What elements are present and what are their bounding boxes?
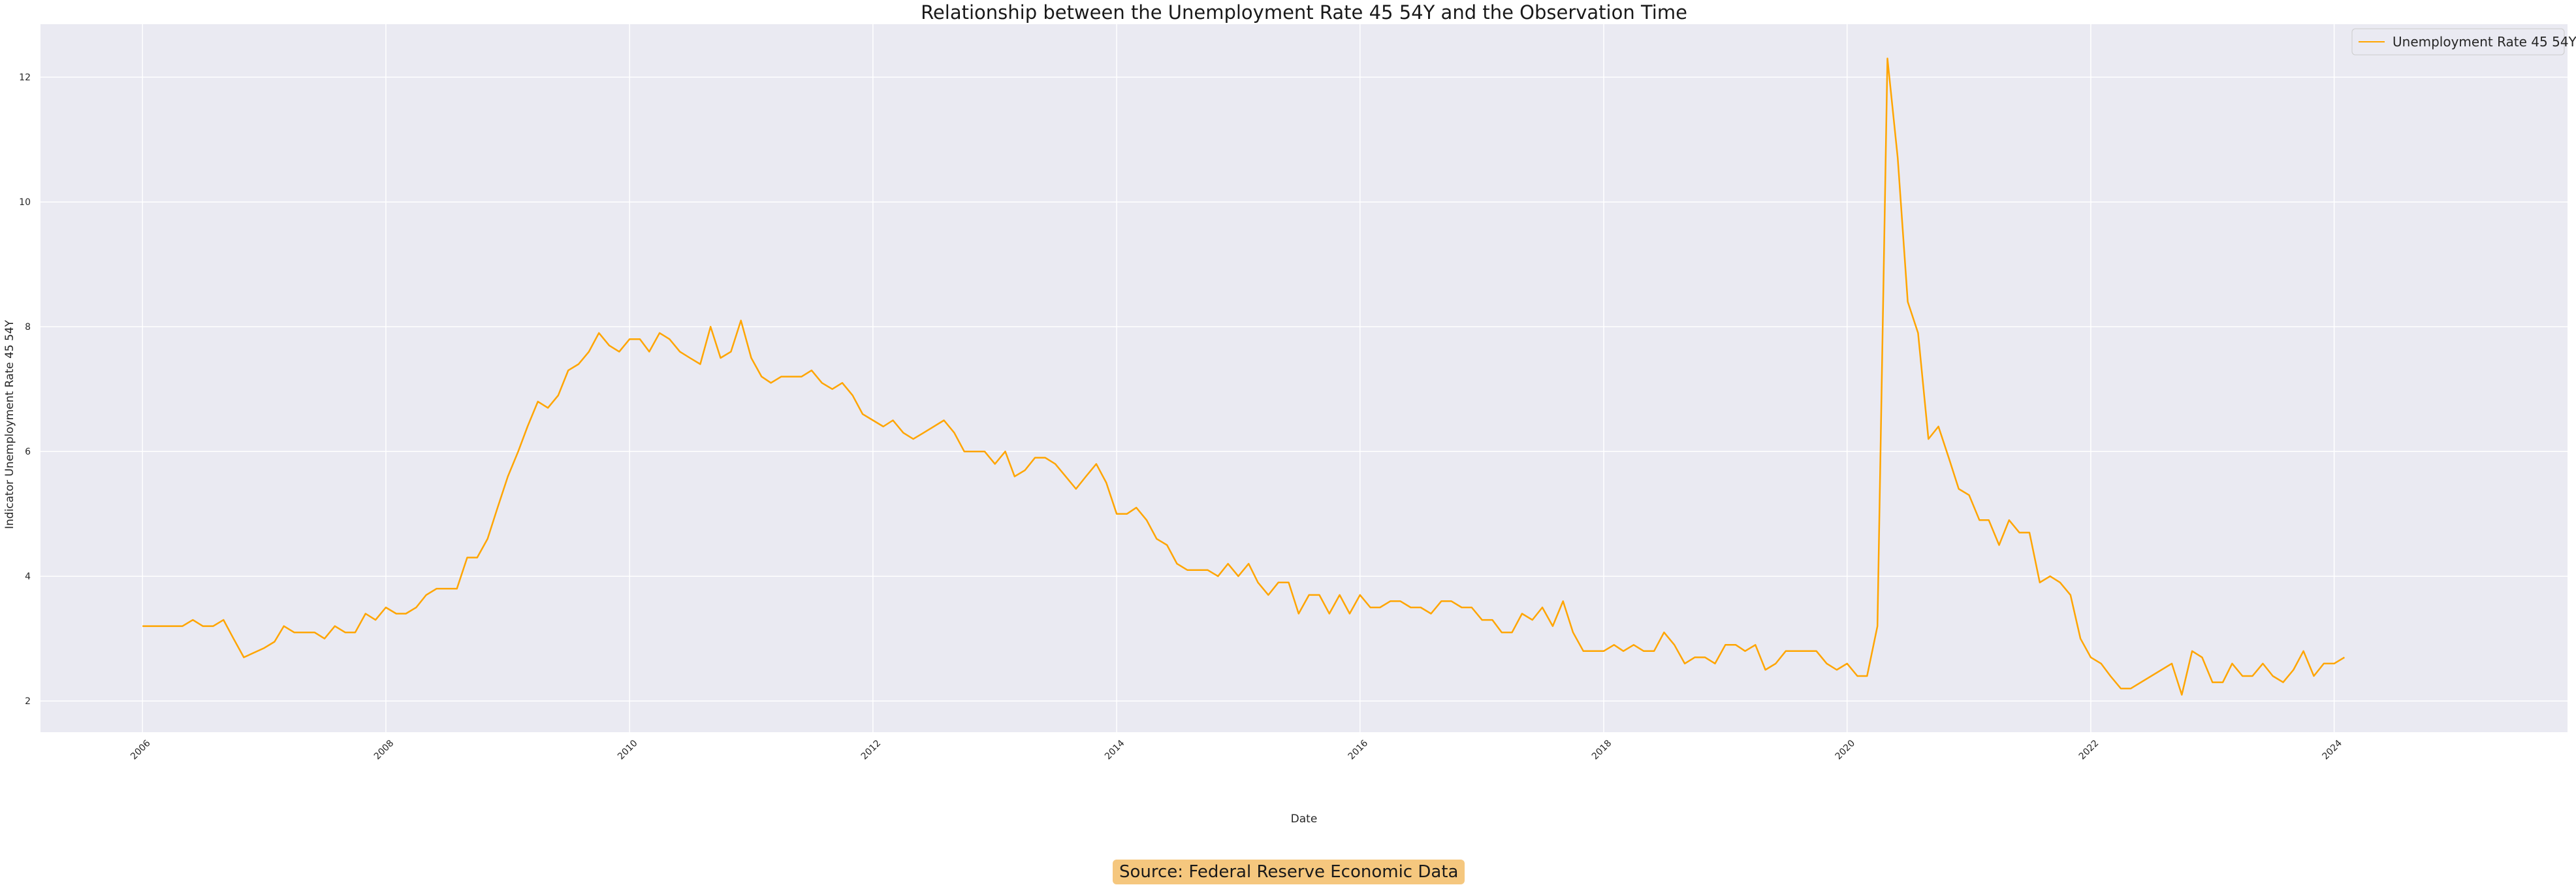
x-tick-label: 2012 [859,738,883,762]
y-tick-label: 6 [25,447,31,457]
x-tick-label: 2018 [1590,738,1614,762]
x-tick-label: 2024 [2321,738,2345,762]
x-axis-label: Date [1291,813,1318,826]
source-note: Source: Federal Reserve Economic Data [1113,860,1465,884]
legend-box [2351,28,2565,56]
grid [40,24,2568,732]
x-tick-label: 2008 [372,738,396,762]
x-tick-label: 2006 [129,738,153,762]
x-tick-label: 2014 [1103,738,1127,762]
legend: Unemployment Rate 45 54Y [2351,28,2576,56]
y-axis-label: Indicator Unemployment Rate 45 54Y [3,319,16,529]
x-tick-label: 2020 [1834,738,1858,762]
x-tick-label: 2010 [616,738,640,762]
y-tick-label: 12 [19,73,31,83]
series [142,57,2345,696]
y-tick-label: 2 [25,696,31,707]
x-tick-label: 2016 [1346,738,1371,762]
x-tick-label: 2022 [2077,738,2101,762]
y-tick-label: 8 [25,322,31,332]
chart-title: Relationship between the Unemployment Ra… [921,1,1687,24]
legend-label: Unemployment Rate 45 54Y [2393,34,2576,50]
y-tick-label: 4 [25,572,31,582]
series-line [142,57,2345,696]
y-tick-label: 10 [19,197,31,208]
plot-background [40,24,2568,732]
